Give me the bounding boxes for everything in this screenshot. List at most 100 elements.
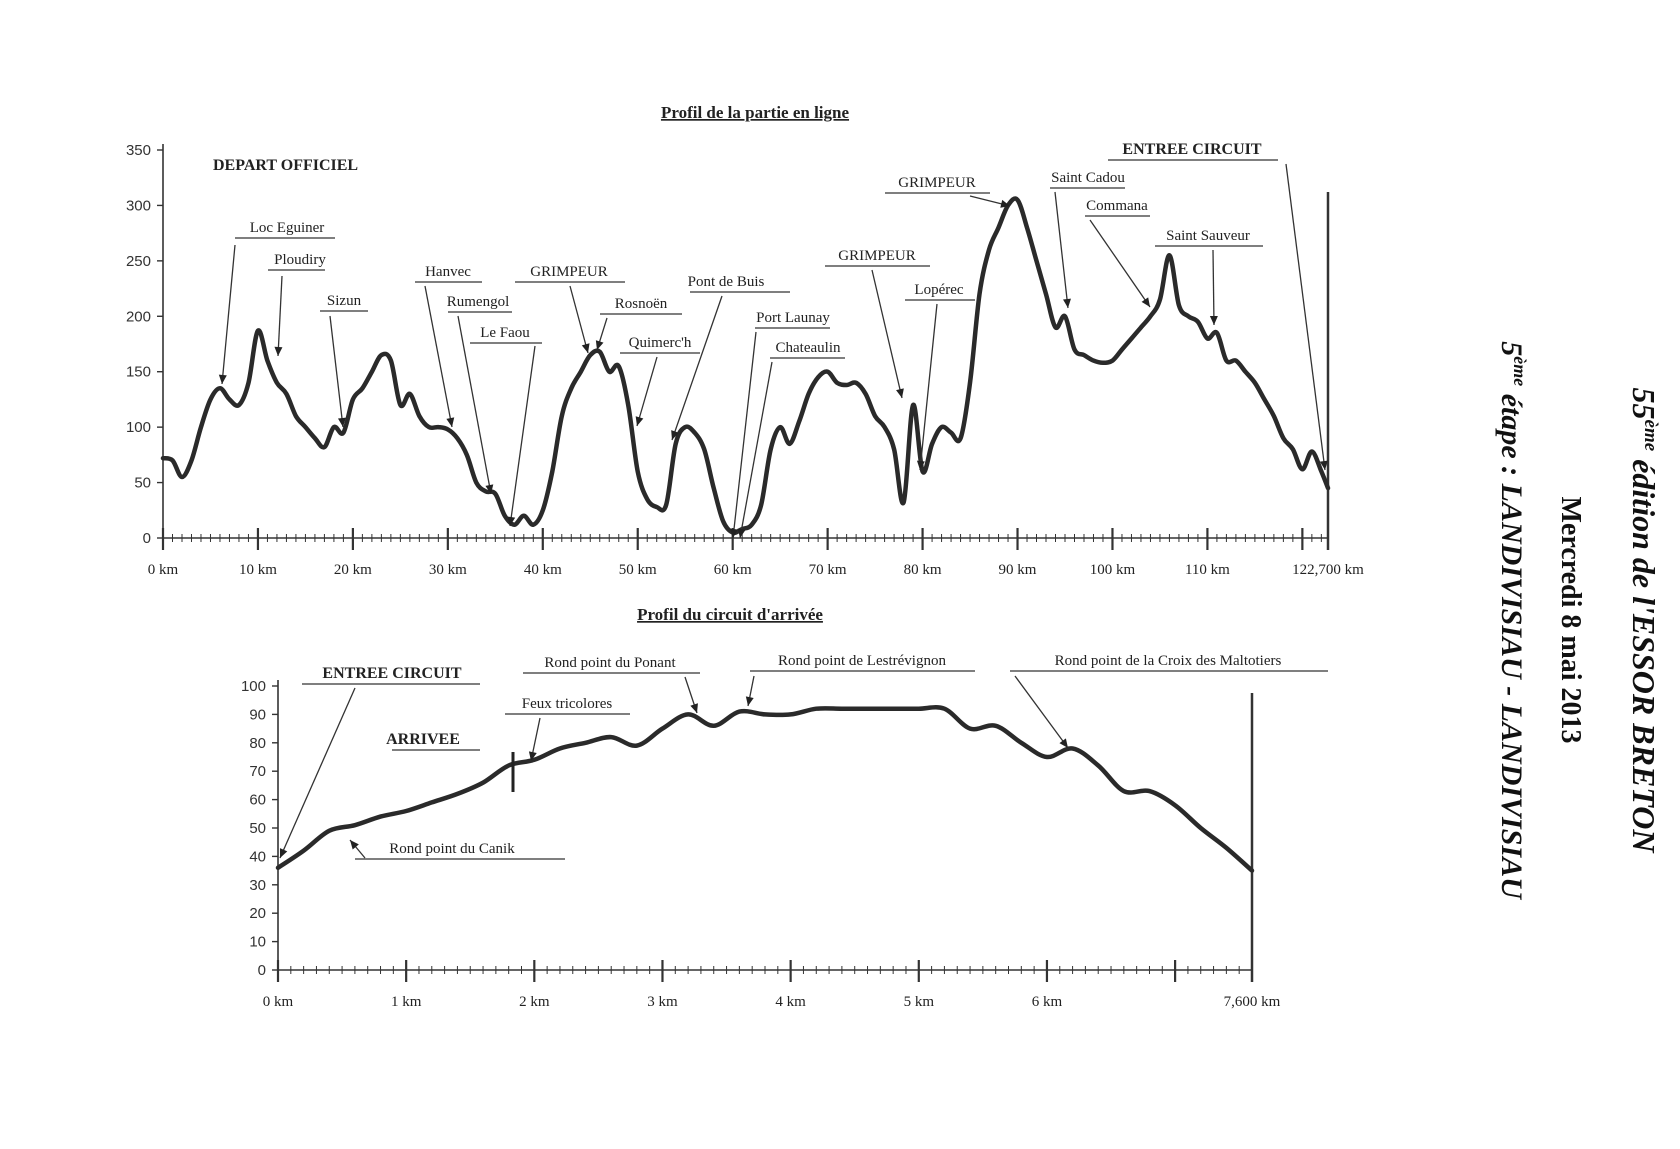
annotation-label: Pont de Buis bbox=[688, 274, 765, 290]
chart-axes: 0 50 100 150 200 250 300 350 0 km 10 km 20 km 30 km… bbox=[126, 142, 1364, 578]
annotation-arrowhead bbox=[1209, 315, 1218, 325]
annotation-arrowhead bbox=[581, 343, 590, 353]
x-tick-label: 2 km bbox=[519, 994, 550, 1010]
annotation-arrow bbox=[221, 244, 236, 385]
side-title: 55ème édition de l'ESSOR BRETON Mercredi… bbox=[1495, 341, 1662, 900]
y-tick-label: 50 bbox=[249, 820, 266, 837]
annotations: ENTREE CIRCUIT ARRIVEE Rond point du Canik… bbox=[279, 653, 1328, 860]
y-tick-label: 0 bbox=[143, 530, 151, 547]
y-tick-label: 350 bbox=[126, 142, 151, 159]
annotation-arrow bbox=[424, 285, 453, 428]
y-tick-label: 250 bbox=[126, 253, 151, 270]
annotation-label: Le Faou bbox=[480, 325, 530, 341]
annotation-arrowhead bbox=[1319, 460, 1328, 470]
x-tick-label: 110 km bbox=[1185, 562, 1230, 578]
annotation-arrow bbox=[1089, 219, 1151, 308]
annotation-arrowhead bbox=[337, 417, 346, 427]
y-tick-label: 50 bbox=[134, 475, 151, 492]
y-tick-label: 10 bbox=[249, 934, 266, 951]
y-tick-label: 30 bbox=[249, 877, 266, 894]
annotation-arrow bbox=[636, 356, 658, 427]
annotation-arrowhead bbox=[745, 696, 754, 706]
annotation-arrow bbox=[457, 315, 492, 495]
annotation-label: Saint Cadou bbox=[1051, 170, 1125, 186]
annotation-arrow bbox=[1285, 163, 1326, 471]
annotation-label: Sizun bbox=[327, 293, 362, 309]
y-tick-label: 0 bbox=[258, 962, 266, 979]
annotation-arrow bbox=[919, 303, 938, 471]
stage-line: 5ème étape : LANDIVISIAU - LANDIVISIAU bbox=[1495, 341, 1530, 900]
annotation-arrowhead bbox=[1141, 297, 1150, 307]
annotation-arrowhead bbox=[446, 417, 455, 427]
chart-title: Profil de la partie en ligne bbox=[661, 103, 850, 122]
x-tick-label: 10 km bbox=[239, 562, 277, 578]
annotation-label: Rumengol bbox=[447, 294, 510, 310]
x-tick-label: 5 km bbox=[904, 994, 935, 1010]
x-tick-label: 4 km bbox=[775, 994, 806, 1010]
annotation-label: DEPART OFFICIEL bbox=[213, 157, 358, 174]
annotations: DEPART OFFICIEL Loc Eguiner Ploudiry Sizun H… bbox=[213, 141, 1328, 539]
x-tick-label: 1 km bbox=[391, 994, 422, 1010]
x-tick-label: 50 km bbox=[619, 562, 657, 578]
annotation-label: Rond point de Lestrévignon bbox=[778, 653, 946, 669]
annotation-arrow bbox=[329, 315, 344, 428]
x-tick-label: 90 km bbox=[999, 562, 1037, 578]
annotation-label: ENTREE CIRCUIT bbox=[1122, 141, 1261, 158]
annotation-label: Rosnoën bbox=[615, 296, 668, 312]
annotation-arrowhead bbox=[1000, 199, 1010, 208]
annotation-arrowhead bbox=[274, 346, 283, 356]
annotation-arrow bbox=[509, 345, 536, 527]
annotation-label: Chateaulin bbox=[776, 340, 841, 356]
annotation-arrow bbox=[279, 687, 356, 859]
annotation-arrowhead bbox=[1063, 298, 1071, 308]
annotation-arrow bbox=[1054, 191, 1069, 309]
x-tick-label: 7,600 km bbox=[1224, 994, 1281, 1010]
annotation-arrowhead bbox=[896, 388, 904, 398]
annotation-arrow bbox=[871, 269, 903, 399]
annotation-arrowhead bbox=[485, 484, 494, 494]
x-tick-label: 20 km bbox=[334, 562, 372, 578]
profile-line bbox=[160, 196, 1331, 536]
annotation-label: Rond point du Ponant bbox=[544, 655, 676, 671]
annotation-label: ARRIVEE bbox=[386, 731, 460, 748]
chart-line-profile: Profil de la partie en ligne 0 50 100 150 20… bbox=[126, 103, 1364, 578]
chart-title: Profil du circuit d'arrivée bbox=[637, 605, 823, 624]
x-tick-label: 70 km bbox=[809, 562, 847, 578]
annotation-arrowhead bbox=[528, 751, 537, 761]
annotation-label: Quimerc'h bbox=[629, 335, 692, 351]
x-tick-label: 80 km bbox=[904, 562, 942, 578]
annotation-arrowhead bbox=[635, 416, 644, 426]
annotation-label: Loc Eguiner bbox=[250, 220, 325, 236]
y-tick-label: 200 bbox=[126, 308, 151, 325]
y-tick-label: 70 bbox=[249, 763, 266, 780]
x-tick-label: 0 km bbox=[263, 994, 294, 1010]
annotation-label: Feux tricolores bbox=[522, 696, 613, 712]
y-tick-label: 90 bbox=[249, 706, 266, 723]
y-tick-label: 20 bbox=[249, 905, 266, 922]
annotation-arrowhead bbox=[690, 703, 698, 713]
date-line: Mercredi 8 mai 2013 bbox=[1555, 496, 1586, 743]
annotation-label: GRIMPEUR bbox=[898, 175, 976, 191]
annotation-arrowhead bbox=[671, 430, 679, 440]
chart-circuit-profile: Profil du circuit d'arrivée 0 10 20 30 40 50 6… bbox=[241, 605, 1328, 1010]
annotation-arrow bbox=[1014, 675, 1069, 749]
y-tick-label: 150 bbox=[126, 364, 151, 381]
x-tick-label: 60 km bbox=[714, 562, 752, 578]
annotation-label: Hanvec bbox=[425, 264, 471, 280]
annotation-label: GRIMPEUR bbox=[530, 264, 608, 280]
annotation-label: Port Launay bbox=[756, 310, 830, 326]
y-tick-label: 40 bbox=[249, 848, 266, 865]
x-tick-label: 122,700 km bbox=[1292, 562, 1364, 578]
x-tick-label: 6 km bbox=[1032, 994, 1063, 1010]
annotation-arrowhead bbox=[218, 374, 227, 384]
x-tick-label: 100 km bbox=[1090, 562, 1136, 578]
annotation-arrow bbox=[671, 295, 723, 441]
annotation-label: Saint Sauveur bbox=[1166, 228, 1250, 244]
annotation-arrow bbox=[1212, 249, 1215, 326]
annotation-arrow bbox=[277, 275, 283, 357]
annotation-label: ENTREE CIRCUIT bbox=[322, 665, 461, 682]
annotation-arrowhead bbox=[737, 528, 746, 538]
annotation-label: Rond point de la Croix des Maltotiers bbox=[1055, 653, 1282, 669]
y-tick-label: 100 bbox=[126, 419, 151, 436]
